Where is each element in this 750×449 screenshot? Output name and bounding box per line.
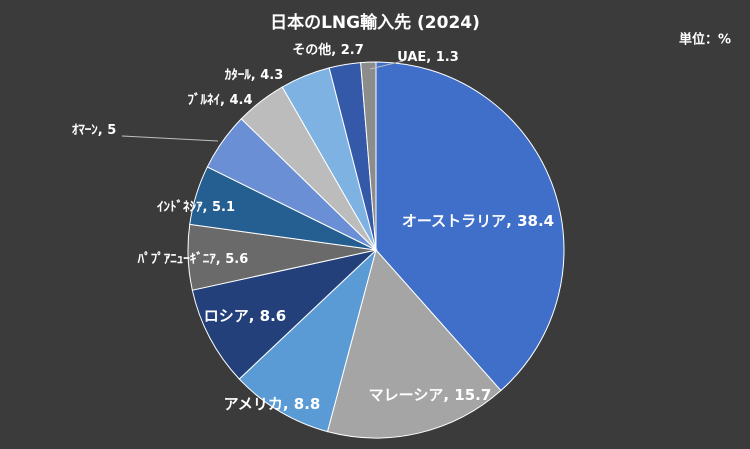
label-separator: , [443, 386, 454, 404]
pie-slice [375, 61, 565, 392]
data-label: ﾌﾞﾙﾈｲ, 4.4 [188, 92, 253, 108]
pie-slice [238, 248, 377, 433]
label-separator: , [251, 68, 260, 83]
value-label: 8.8 [294, 395, 321, 413]
leader-line [369, 60, 404, 70]
label-separator: , [203, 200, 212, 215]
data-label: アメリカ, 8.8 [224, 395, 321, 413]
label-separator: , [426, 50, 435, 65]
value-label: 5.6 [225, 252, 248, 267]
data-label: オーストラリア, 38.4 [402, 212, 554, 230]
pie-slice [326, 248, 502, 439]
data-label: マレーシア, 15.7 [369, 386, 492, 404]
label-separator: , [283, 395, 294, 413]
leader-line [121, 135, 219, 142]
value-label: 4.3 [260, 68, 283, 83]
pie-slice [191, 249, 378, 380]
value-label: 5.1 [212, 200, 235, 215]
label-separator: , [216, 252, 225, 267]
value-label: 15.7 [454, 386, 491, 404]
data-label: ﾊﾟﾌﾟｱﾆｭｰｷﾞﾆｱ, 5.6 [137, 251, 249, 267]
value-label: 4.4 [229, 93, 252, 108]
value-label: 2.7 [341, 43, 364, 58]
label-separator: , [331, 43, 340, 58]
label-separator: , [220, 93, 229, 108]
value-label: 5 [107, 123, 116, 138]
label-separator: , [506, 212, 517, 230]
chart-title: 日本のLNG輸入先 (2024) [270, 12, 480, 33]
category-label: その他 [292, 42, 331, 58]
value-label: 1.3 [436, 50, 459, 65]
data-label: ｶﾀｰﾙ, 4.3 [225, 68, 284, 83]
value-label: 38.4 [517, 212, 554, 230]
unit-label: 単位：% [679, 32, 731, 48]
category-label: ｵﾏｰﾝ [72, 123, 99, 138]
label-separator: , [249, 307, 260, 325]
category-label: ｶﾀｰﾙ [225, 68, 252, 83]
category-label: ﾌﾞﾙﾈｲ [188, 92, 221, 108]
category-label: ｲﾝﾄﾞﾈｼｱ [157, 199, 203, 215]
data-label: その他, 2.7 [292, 42, 364, 58]
category-label: ﾊﾟﾌﾟｱﾆｭｰｷﾞﾆｱ [137, 251, 217, 267]
data-label: ｵﾏｰﾝ, 5 [72, 123, 117, 138]
category-label: アメリカ [224, 395, 283, 413]
value-label: 8.6 [260, 307, 287, 325]
category-label: UAE [397, 50, 426, 65]
category-label: ロシア [204, 307, 249, 325]
data-label: UAE, 1.3 [397, 50, 459, 65]
category-label: マレーシア [369, 386, 444, 404]
data-label: ｲﾝﾄﾞﾈｼｱ, 5.1 [157, 199, 235, 215]
label-separator: , [98, 123, 107, 138]
category-label: オーストラリア [402, 212, 506, 230]
data-label: ロシア, 8.6 [204, 307, 287, 325]
pie-slice [360, 61, 377, 251]
